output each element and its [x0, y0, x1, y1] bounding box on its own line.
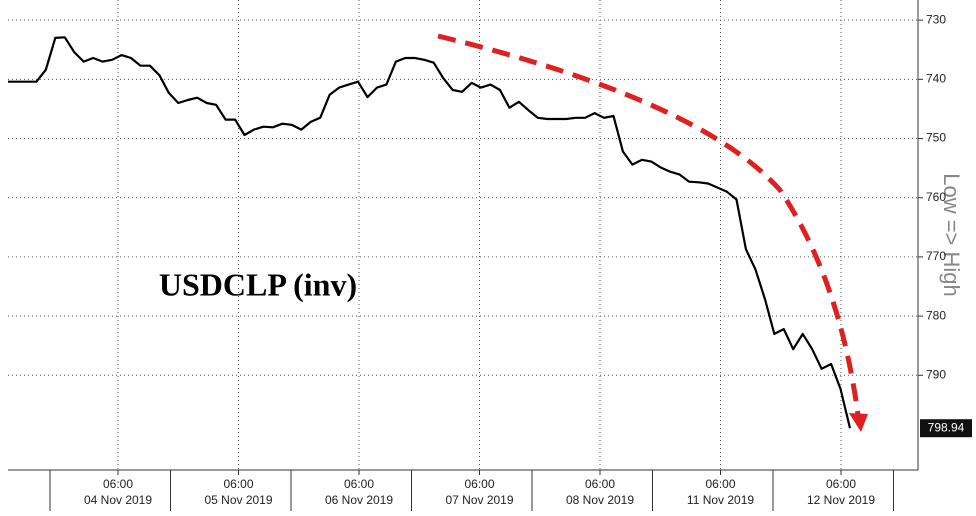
- x-tick-date: 08 Nov 2019: [566, 493, 634, 507]
- plot: [8, 36, 852, 429]
- x-tick-date: 05 Nov 2019: [204, 493, 272, 507]
- x-tick-date: 04 Nov 2019: [84, 493, 152, 507]
- x-tick-time: 06:00: [464, 477, 494, 491]
- trend-arrow-head: [849, 413, 868, 432]
- x-tick-date: 07 Nov 2019: [445, 493, 513, 507]
- y-tick-label: 730: [926, 12, 946, 26]
- x-tick-time: 06:00: [705, 477, 735, 491]
- x-tick-time: 06:00: [344, 477, 374, 491]
- x-tick-time: 06:00: [826, 477, 856, 491]
- line-series: [8, 36, 852, 429]
- x-tick-time: 06:00: [585, 477, 615, 491]
- y-axis-label: Low => High: [939, 173, 964, 297]
- y-tick-label: 740: [926, 71, 946, 85]
- y-tick-label: 790: [926, 367, 946, 381]
- last-value-label: 798.94: [928, 420, 965, 434]
- y-tick-label: 770: [926, 249, 946, 263]
- y-tick-label: 780: [926, 308, 946, 322]
- x-tick-date: 12 Nov 2019: [807, 493, 875, 507]
- x-tick-time: 06:00: [103, 477, 133, 491]
- last-value-box: [920, 419, 972, 438]
- x-tick-time: 06:00: [223, 477, 253, 491]
- trend-arrow: [437, 33, 868, 432]
- x-tick-date: 11 Nov 2019: [687, 493, 754, 507]
- y-tick-label: 750: [926, 131, 946, 145]
- annotation: USDCLP (inv): [159, 266, 357, 302]
- x-tick-date: 06 Nov 2019: [325, 493, 393, 507]
- y-tick-label: 760: [926, 190, 946, 204]
- trend-arrow-line: [437, 33, 861, 416]
